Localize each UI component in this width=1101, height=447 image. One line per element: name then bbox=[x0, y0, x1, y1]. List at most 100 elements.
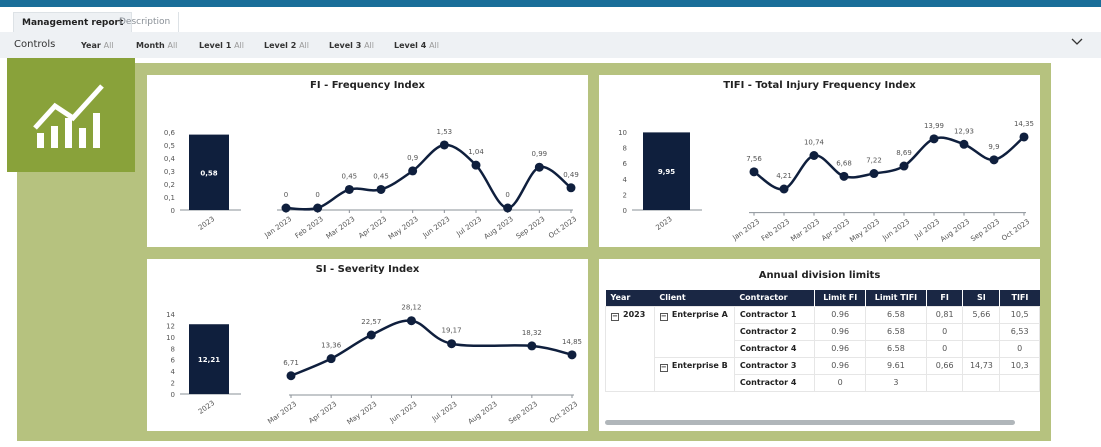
col-limit-tifi[interactable]: Limit TIFI bbox=[865, 290, 927, 306]
col-limit-fi[interactable]: Limit FI bbox=[814, 290, 866, 306]
y-tick-label: 0 bbox=[171, 207, 175, 215]
data-point bbox=[566, 183, 576, 193]
limit-tifi-cell: 6.58 bbox=[865, 322, 927, 341]
y-tick-label: 4 bbox=[623, 176, 628, 184]
top-bar bbox=[0, 0, 1101, 7]
filter-level-2[interactable]: Level 2 All bbox=[264, 41, 309, 50]
collapse-icon[interactable]: − bbox=[611, 311, 619, 321]
data-point bbox=[447, 339, 457, 349]
bar-data-label: 12,21 bbox=[198, 356, 220, 364]
data-label: 13,99 bbox=[924, 122, 944, 130]
fi-chart: 0 0,1 0,2 0,3 0,4 0,5 0,6 0,58 2023 Jan 2023 Feb 2… bbox=[164, 128, 579, 241]
y-tick-label: 12 bbox=[166, 322, 175, 330]
data-point bbox=[749, 167, 759, 177]
tifi-cell: 10,5 bbox=[999, 305, 1040, 324]
x-tick-label: Jun 2023 bbox=[421, 215, 452, 240]
horizontal-scrollbar[interactable] bbox=[605, 420, 1015, 425]
data-label: 13,36 bbox=[321, 342, 342, 350]
y-tick-label: 2 bbox=[171, 380, 175, 388]
client-cell: − Enterprise A bbox=[653, 305, 735, 358]
chart-title: SI - Severity Index bbox=[315, 264, 420, 275]
x-tick-label: Apr 2023 bbox=[820, 218, 851, 243]
y-tick-label: 4 bbox=[171, 368, 176, 376]
data-point bbox=[567, 350, 577, 360]
y-tick-label: 6 bbox=[623, 160, 628, 168]
filter-level-4[interactable]: Level 4 All bbox=[394, 41, 439, 50]
y-tick-label: 0,2 bbox=[164, 181, 175, 189]
si-cell: 5,66 bbox=[962, 305, 1001, 324]
tifi-cell: 0 bbox=[999, 339, 1040, 358]
collapse-icon[interactable]: − bbox=[659, 362, 668, 372]
x-tick-label: 2023 bbox=[197, 399, 216, 416]
x-tick-label: Mar 2023 bbox=[325, 215, 357, 241]
x-tick-label: Oct 2023 bbox=[547, 215, 578, 240]
data-point bbox=[439, 140, 449, 150]
limit-tifi-cell: 6.58 bbox=[865, 305, 927, 324]
col-client[interactable]: Client bbox=[654, 290, 735, 306]
chevron-down-icon[interactable] bbox=[1071, 38, 1083, 49]
data-label: 22,57 bbox=[361, 318, 381, 326]
x-tick-label: 2023 bbox=[197, 215, 216, 232]
data-point bbox=[366, 330, 376, 340]
collapse-icon[interactable]: − bbox=[659, 311, 668, 321]
data-point bbox=[503, 203, 513, 213]
fi-cell: 0,81 bbox=[925, 305, 964, 324]
tab-description[interactable]: Description bbox=[111, 12, 180, 32]
x-tick-label: May 2023 bbox=[387, 215, 420, 241]
data-point bbox=[809, 151, 819, 161]
x-tick-label: Jan 2023 bbox=[262, 215, 293, 240]
filter-year[interactable]: Year All bbox=[81, 41, 114, 50]
data-label: 19,17 bbox=[442, 327, 462, 335]
y-tick-label: 10 bbox=[618, 129, 627, 137]
y-tick-label: 6 bbox=[171, 357, 176, 365]
y-tick-label: 0,5 bbox=[164, 142, 175, 150]
x-tick-label: Jan 2023 bbox=[730, 218, 761, 243]
data-label: 8,69 bbox=[896, 149, 912, 157]
x-tick-label: May 2023 bbox=[848, 218, 881, 244]
data-point bbox=[869, 169, 879, 179]
y-tick-label: 0,1 bbox=[164, 194, 175, 202]
data-point bbox=[959, 139, 969, 149]
filter-month[interactable]: Month All bbox=[136, 41, 178, 50]
x-tick-label: Sep 2023 bbox=[515, 215, 547, 241]
data-label: 4,21 bbox=[776, 172, 792, 180]
data-label: 0,9 bbox=[407, 154, 418, 162]
controls-bar: Controls Year All Month All Level 1 All … bbox=[0, 32, 1101, 58]
data-point bbox=[406, 316, 416, 326]
y-tick-label: 8 bbox=[623, 145, 627, 153]
data-label: 14,85 bbox=[562, 338, 582, 346]
data-point bbox=[408, 166, 418, 176]
tifi-cell: 10,3 bbox=[999, 356, 1040, 375]
y-tick-label: 0,6 bbox=[164, 129, 176, 137]
col-si[interactable]: SI bbox=[962, 290, 1000, 306]
filter-level-1[interactable]: Level 1 All bbox=[199, 41, 244, 50]
filter-level-3[interactable]: Level 3 All bbox=[329, 41, 374, 50]
y-tick-label: 2 bbox=[623, 191, 627, 199]
data-label: 0,45 bbox=[373, 172, 389, 180]
limit-fi-cell: 0.96 bbox=[814, 356, 867, 375]
table-row: −2023− Enterprise A Contractor 1 0.96 6.58 0,… bbox=[605, 305, 1040, 392]
x-tick-label: Jun 2023 bbox=[880, 218, 911, 243]
x-tick-label: Feb 2023 bbox=[760, 218, 791, 243]
annual-division-limits-panel: Annual division limits Year Client Contr… bbox=[599, 259, 1040, 431]
tab-management-report[interactable]: Management report bbox=[13, 12, 133, 32]
data-label: 7,22 bbox=[866, 157, 882, 165]
col-year[interactable]: Year bbox=[605, 290, 655, 306]
col-contractor[interactable]: Contractor bbox=[734, 290, 815, 306]
col-tifi[interactable]: TIFI bbox=[999, 290, 1040, 306]
data-point bbox=[286, 371, 296, 381]
x-tick-label: Mar 2023 bbox=[266, 400, 298, 426]
tifi-cell bbox=[999, 373, 1040, 392]
chart-title: TIFI - Total Injury Frequency Index bbox=[723, 80, 916, 91]
x-tick-label: Sep 2023 bbox=[969, 218, 1001, 244]
contractor-cell: Contractor 4 bbox=[733, 373, 816, 392]
data-point bbox=[899, 161, 909, 171]
x-tick-label: Aug 2023 bbox=[939, 218, 971, 244]
contractor-cell: Contractor 1 bbox=[733, 305, 816, 324]
controls-label: Controls bbox=[14, 39, 56, 50]
data-label: 0,99 bbox=[532, 150, 548, 158]
col-fi[interactable]: FI bbox=[925, 290, 963, 306]
data-label: 7,56 bbox=[746, 155, 762, 163]
si-cell bbox=[962, 322, 1001, 341]
